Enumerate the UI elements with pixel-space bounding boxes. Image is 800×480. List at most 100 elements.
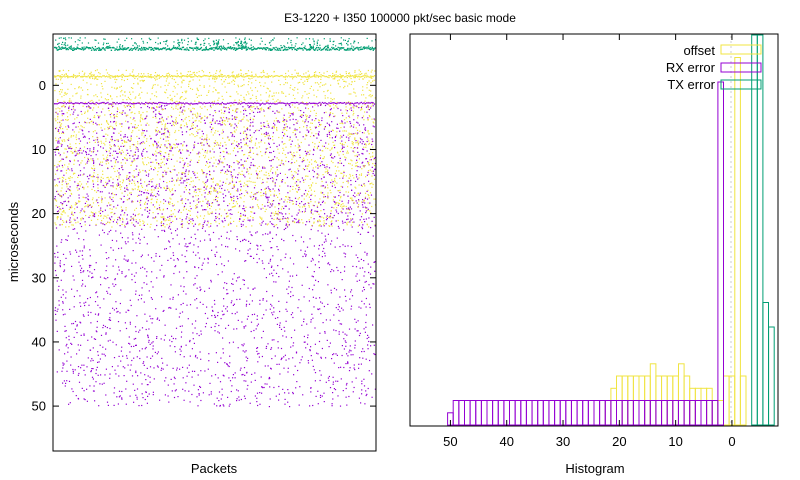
rx-error-point (325, 181, 327, 183)
rx-error-point (333, 362, 335, 364)
rx-error-point (374, 270, 376, 272)
rx-error-point (76, 202, 78, 204)
offset-point (167, 129, 169, 131)
offset-point (216, 183, 218, 185)
rx-error-point (65, 297, 67, 299)
rx-error-point (241, 321, 243, 323)
offset-point (132, 87, 134, 89)
offset-point (145, 171, 147, 173)
rx-error-point (172, 296, 174, 298)
offset-point (290, 151, 292, 153)
rx-error-point (302, 255, 304, 258)
rx-error-point (291, 312, 294, 314)
rx-error-point (81, 364, 83, 366)
offset-point (209, 208, 211, 210)
rx-error-point (278, 202, 280, 205)
offset-point (340, 75, 342, 77)
offset-point (341, 148, 343, 150)
offset-point (343, 170, 345, 172)
offset-point (182, 159, 184, 162)
rx-error-point (105, 368, 107, 370)
rx-error-point (58, 304, 60, 306)
rx-error-point (273, 386, 275, 389)
offset-point (254, 165, 256, 167)
offset-point (70, 192, 72, 195)
offset-point (176, 146, 178, 148)
rx-error-point (75, 249, 77, 251)
offset-point (180, 86, 182, 88)
rx-error-point (81, 279, 84, 281)
rx-error-point (256, 325, 258, 327)
offset-point (199, 128, 201, 130)
rx-error-point (87, 298, 89, 300)
offset-point (140, 124, 142, 126)
offset-point (324, 127, 326, 129)
offset-point (61, 184, 63, 186)
offset-point (95, 104, 97, 106)
rx-error-point (362, 148, 365, 151)
offset-point (129, 91, 131, 93)
offset-point (208, 191, 210, 194)
rx-error-point (223, 305, 225, 307)
rx-error-point (89, 118, 91, 120)
rx-error-point (195, 238, 197, 240)
rx-error-point (303, 335, 305, 338)
offset-point (160, 162, 162, 164)
offset-point (368, 80, 370, 82)
rx-error-point (366, 252, 368, 255)
offset-point (113, 145, 115, 147)
offset-point (291, 174, 293, 176)
offset-point (152, 145, 154, 147)
rx-error-point (130, 135, 132, 137)
offset-point (159, 145, 161, 148)
rx-error-point (249, 231, 251, 233)
offset-point (281, 206, 283, 208)
rx-error-point (365, 314, 367, 316)
rx-error-point (344, 295, 347, 297)
offset-point (83, 196, 85, 199)
rx-error-point (274, 112, 276, 114)
rx-error-point (250, 255, 252, 257)
offset-point (301, 206, 304, 208)
rx-error-point (80, 269, 82, 271)
offset-point (257, 205, 259, 208)
offset-point (69, 177, 71, 179)
rx-error-point (266, 300, 268, 302)
rx-error-point (336, 354, 338, 356)
rx-error-point (112, 283, 114, 285)
offset-point (339, 150, 341, 153)
offset-point (233, 118, 235, 120)
offset-point (65, 220, 68, 222)
rx-error-point (221, 310, 223, 312)
offset-point (326, 164, 328, 166)
offset-point (338, 79, 340, 81)
offset-point (174, 131, 176, 134)
offset-point (219, 180, 221, 182)
offset-point (250, 181, 252, 183)
offset-point (142, 161, 144, 163)
rx-error-point (78, 174, 80, 176)
rx-error-point (225, 147, 227, 150)
offset-point (215, 111, 217, 114)
rx-error-point (249, 129, 251, 131)
rx-error-point (360, 363, 362, 365)
rx-error-point (252, 111, 255, 113)
offset-point (98, 124, 100, 126)
offset-point (261, 155, 263, 157)
rx-error-point (290, 314, 292, 316)
rx-error-point (287, 152, 289, 154)
offset-point (132, 217, 135, 219)
offset-point (111, 192, 114, 194)
rx-error-point (364, 143, 366, 145)
offset-point (309, 187, 312, 189)
offset-point (116, 223, 119, 225)
rx-error-point (368, 340, 370, 343)
rx-error-point (350, 179, 352, 182)
rx-error-point (176, 367, 178, 369)
rx-error-point (323, 145, 325, 147)
offset-point (103, 157, 105, 160)
offset-point (131, 131, 133, 134)
rx-error-point (256, 315, 258, 317)
offset-point (243, 126, 245, 128)
offset-point (122, 99, 124, 101)
